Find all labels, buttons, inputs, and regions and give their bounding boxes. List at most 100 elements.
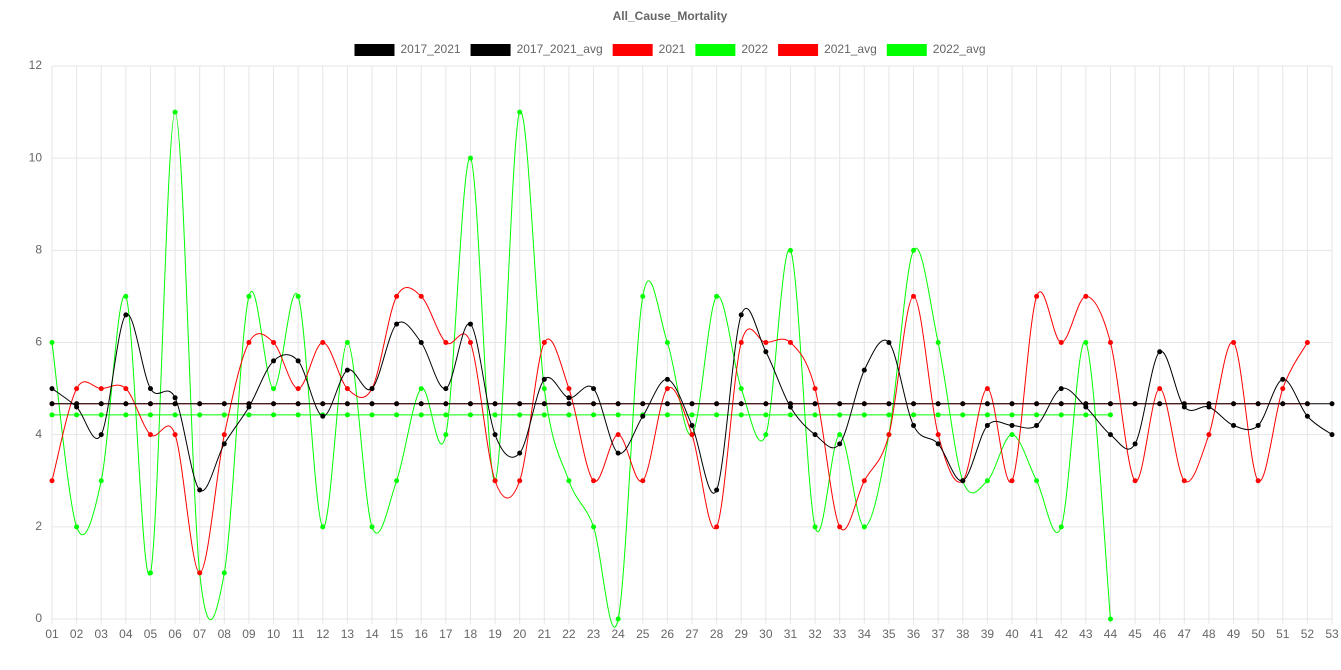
point: [664, 340, 670, 345]
point: [861, 478, 867, 484]
x-tick-label: 40: [1005, 627, 1019, 641]
point: [911, 401, 917, 407]
x-tick-label: 36: [907, 627, 921, 641]
legend-label: 2021: [659, 42, 686, 56]
point: [369, 524, 375, 530]
point: [1157, 386, 1163, 392]
point: [1058, 386, 1064, 392]
point: [886, 432, 892, 438]
point: [467, 412, 473, 418]
x-tick-label: 41: [1030, 627, 1044, 641]
point: [197, 570, 203, 576]
point: [123, 412, 129, 418]
point: [123, 386, 129, 392]
point: [861, 401, 867, 407]
point: [147, 412, 153, 418]
point: [443, 412, 449, 418]
point: [640, 401, 646, 407]
legend-swatch: [695, 44, 736, 56]
point: [615, 432, 621, 438]
point: [246, 293, 252, 299]
point: [714, 401, 720, 407]
point: [418, 412, 424, 418]
point: [1280, 401, 1286, 407]
point: [837, 441, 843, 447]
point: [837, 432, 843, 438]
point: [1231, 401, 1237, 407]
point: [1058, 401, 1064, 407]
point: [1255, 422, 1261, 428]
x-tick-label: 02: [70, 627, 84, 641]
x-tick-label: 25: [636, 627, 650, 641]
point: [221, 570, 227, 576]
x-tick-label: 45: [1128, 627, 1142, 641]
point: [615, 450, 621, 456]
x-tick-label: 16: [415, 627, 429, 641]
point: [738, 340, 744, 345]
x-tick-label: 39: [981, 627, 995, 641]
point: [98, 386, 104, 392]
x-tick-label: 32: [808, 627, 822, 641]
x-tick-label: 17: [439, 627, 453, 641]
y-tick-label: 8: [35, 243, 42, 257]
point: [418, 386, 424, 392]
line: [51, 111, 1111, 628]
point: [394, 478, 400, 484]
point: [1009, 401, 1015, 407]
x-tick-label: 24: [611, 627, 625, 641]
point: [935, 441, 941, 447]
point: [1107, 616, 1113, 622]
line: [51, 287, 1308, 574]
point: [566, 478, 572, 484]
x-tick-label: 38: [956, 627, 970, 641]
point: [812, 386, 818, 392]
point: [812, 401, 818, 407]
point: [1034, 293, 1040, 299]
point: [911, 422, 917, 428]
point: [271, 412, 277, 418]
point: [172, 401, 178, 407]
point: [394, 412, 400, 418]
x-tick-label: 18: [464, 627, 478, 641]
x-tick-label: 52: [1301, 627, 1315, 641]
point: [147, 570, 153, 576]
point: [517, 401, 523, 407]
point: [1034, 412, 1040, 418]
point: [787, 247, 793, 253]
point: [960, 412, 966, 418]
point: [1107, 340, 1113, 345]
y-tick-label: 10: [29, 150, 43, 164]
point: [960, 401, 966, 407]
x-tick-label: 37: [931, 627, 945, 641]
point: [566, 395, 572, 401]
point: [541, 340, 547, 345]
point: [812, 524, 818, 530]
point: [689, 412, 695, 418]
point: [443, 432, 449, 438]
point: [418, 340, 424, 345]
legend-label: 2022: [741, 42, 768, 56]
chart-title: All_Cause_Mortality: [613, 9, 728, 23]
point: [320, 413, 326, 419]
point: [1034, 422, 1040, 428]
point: [394, 293, 400, 299]
point: [714, 412, 720, 418]
point: [911, 412, 917, 418]
point: [591, 478, 597, 484]
y-tick-label: 6: [35, 335, 42, 349]
point: [443, 340, 449, 345]
series: [49, 287, 1310, 576]
point: [221, 412, 227, 418]
point: [984, 412, 990, 418]
point: [492, 401, 498, 407]
point: [271, 358, 277, 364]
point: [787, 412, 793, 418]
point: [74, 412, 80, 418]
x-tick-label: 11: [292, 627, 305, 641]
x-tick-label: 51: [1276, 627, 1290, 641]
y-tick-label: 2: [35, 519, 42, 533]
point: [689, 422, 695, 428]
point: [837, 412, 843, 418]
point: [467, 401, 473, 407]
point: [1181, 478, 1187, 484]
